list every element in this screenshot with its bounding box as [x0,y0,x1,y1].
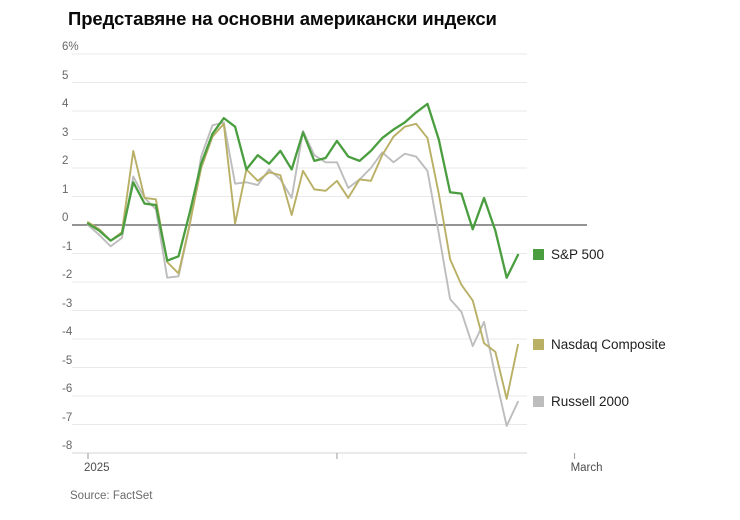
y-axis-tick-label: -5 [62,354,73,367]
source-note: Source: FactSet [70,490,153,502]
y-axis-tick-label: 6% [62,41,79,53]
series-lines [86,102,520,427]
series-line [87,121,519,427]
legend-label: S&P 500 [551,246,605,262]
series-line [86,102,520,279]
series-line [87,122,519,400]
legend-label: Nasdaq Composite [551,336,666,352]
y-axis-tick-label: 3 [62,126,69,139]
gridlines [72,53,527,454]
x-axis-tick-label: March [570,462,603,474]
legend-item[interactable]: S&P 500 [533,247,604,262]
y-axis-tick-label: -8 [62,440,73,452]
chart-title: Представяне на основни американски индек… [68,8,497,29]
y-axis-tick-label: -6 [62,383,73,395]
legend-item[interactable]: Russell 2000 [533,394,629,409]
x-axis-tick-label: 2025 [84,462,110,474]
legend-color-swatch [533,338,544,350]
legend-color-swatch [533,248,544,260]
y-axis-tick-label: 2 [62,155,69,167]
legend-color-swatch [533,395,544,407]
legend-item[interactable]: Nasdaq Composite [533,337,666,352]
y-axis-tick-label: 5 [62,69,69,82]
x-axis-ticks [87,453,576,459]
y-axis-tick-label: -7 [62,411,73,424]
y-axis-tick-label: -3 [62,297,73,310]
y-axis-tick-label: 4 [62,98,69,110]
y-axis-tick-label: -2 [62,269,73,281]
y-axis-tick-label: 0 [62,212,69,224]
legend-label: Russell 2000 [551,393,630,409]
y-axis-tick-label: -4 [62,326,73,338]
y-axis-tick-label: -1 [62,240,73,253]
y-axis-tick-label: 1 [62,183,69,196]
